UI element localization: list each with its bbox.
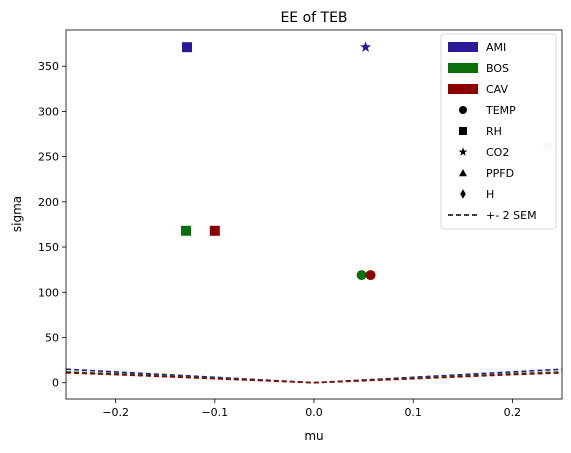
legend-marker-temp (459, 106, 467, 114)
x-tick-label: −0.1 (201, 406, 228, 419)
legend-box (440, 33, 557, 230)
legend-label-h: H (486, 188, 494, 201)
data-point-cav-temp (365, 270, 376, 281)
y-tick-label: 300 (38, 105, 59, 118)
axes: −0.2 −0.1 0.0 0.1 0.2 0 50 100 150 200 250 300 350 (38, 60, 521, 419)
legend-label-cav: CAV (486, 83, 509, 96)
data-point-ami-co2 (360, 41, 372, 52)
data-point-bos-temp (356, 270, 367, 281)
y-tick-label: 200 (38, 196, 59, 209)
plot-area (66, 41, 562, 384)
legend-label-co2: CO2 (486, 146, 509, 159)
legend-label-ami: AMI (486, 41, 506, 54)
x-tick-label: 0.2 (504, 406, 522, 419)
legend-swatch-cav (448, 84, 478, 94)
y-tick-label: 50 (45, 332, 59, 345)
chart-title: EE of TEB (280, 10, 347, 26)
legend-label-sem: +- 2 SEM (486, 209, 537, 222)
x-tick-label: 0.0 (305, 406, 323, 419)
y-tick-label: 250 (38, 151, 59, 164)
legend-label-bos: BOS (486, 62, 509, 75)
x-axis-label: mu (304, 429, 323, 443)
legend-marker-h (460, 189, 466, 199)
data-point-cav-rh (209, 225, 220, 236)
y-tick-label: 0 (52, 377, 59, 390)
legend-swatch-ami (448, 42, 478, 52)
y-tick-label: 150 (38, 241, 59, 254)
legend-label-rh: RH (486, 125, 502, 138)
y-tick-label: 100 (38, 286, 59, 299)
data-point-ami-rh (182, 42, 193, 53)
legend-label-ppfd: PPFD (486, 167, 514, 180)
legend-marker-ppfd (459, 169, 467, 177)
legend-swatch-bos (448, 63, 478, 73)
legend-marker-rh (459, 127, 467, 135)
y-tick-label: 350 (38, 60, 59, 73)
legend: AMI BOS CAV TEMP RH CO2 PPFD H +- 2 SEM (440, 33, 557, 230)
sem-line-cav (66, 372, 562, 384)
data-point-bos-rh (181, 225, 192, 236)
y-axis-label: sigma (10, 196, 24, 232)
legend-marker-co2 (458, 147, 468, 156)
legend-label-temp: TEMP (485, 104, 516, 117)
x-tick-label: 0.1 (404, 406, 422, 419)
x-tick-label: −0.2 (102, 406, 129, 419)
